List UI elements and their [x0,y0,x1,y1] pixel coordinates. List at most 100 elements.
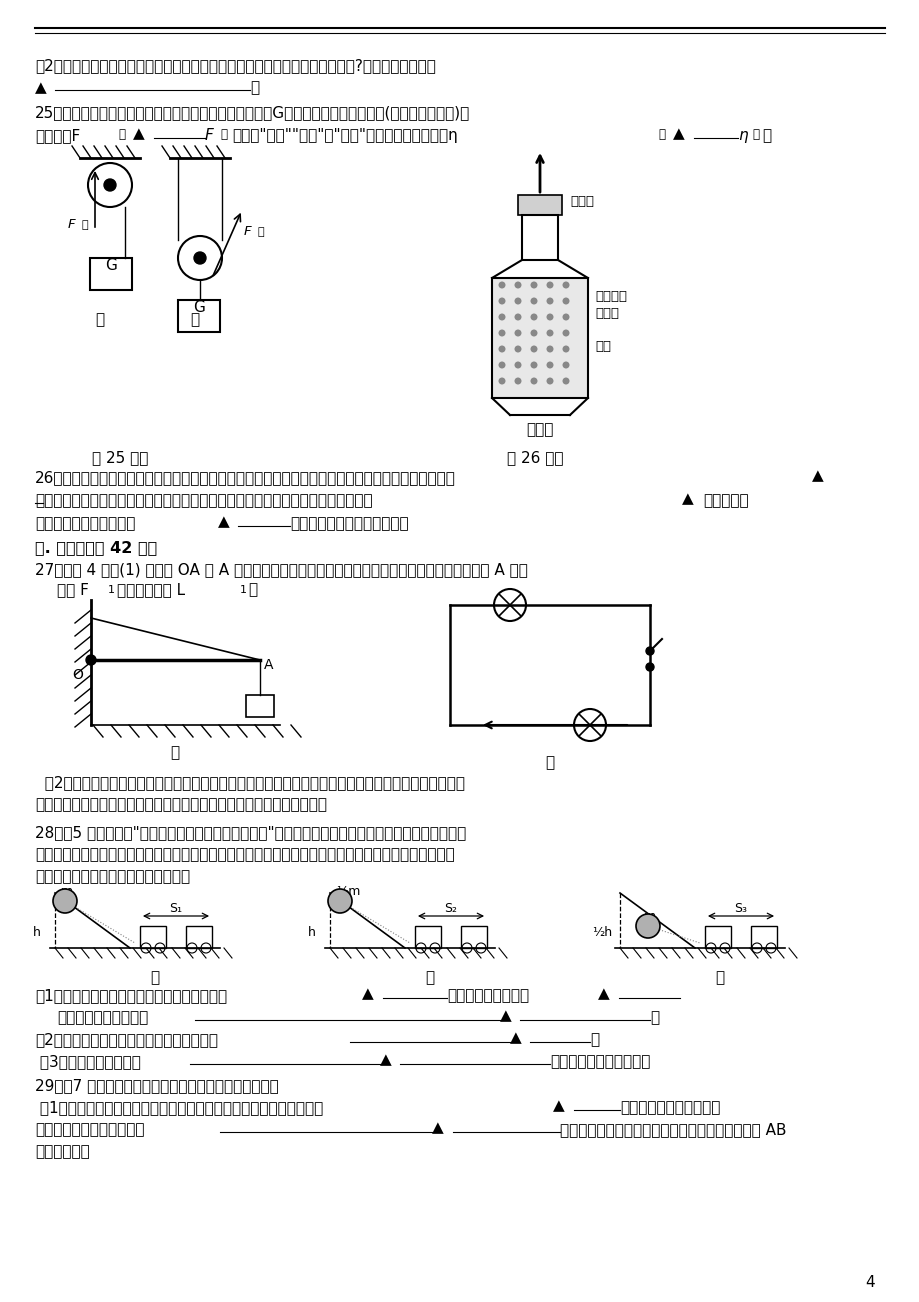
Text: G: G [193,299,205,315]
Circle shape [498,345,505,353]
Text: 。: 。 [248,582,256,598]
Text: 25．用两个完全相同的滑轮，分别以图中两种方式将重为G的物体匀速提升相同高度(绳重、摩擦不计)。: 25．用两个完全相同的滑轮，分别以图中两种方式将重为G的物体匀速提升相同高度(绳… [35,105,470,120]
Text: 27．（共 4 分）(1) 轻质杆 OA 的 A 端挂一重物，在绳子拉力作用下保持静止，请在图甲中画出绳对 A 点的: 27．（共 4 分）(1) 轻质杆 OA 的 A 端挂一重物，在绳子拉力作用下保… [35,562,528,577]
Circle shape [498,378,505,384]
Circle shape [530,362,537,368]
Text: 26．如图所示为生活中常用的热水瓶，其外壁采用镀银的双层玻璃，并将中间抽成真空，这是为了减少: 26．如图所示为生活中常用的热水瓶，其外壁采用镀银的双层玻璃，并将中间抽成真空，… [35,470,456,486]
Text: 乙: 乙 [545,755,554,769]
Text: ▲: ▲ [673,126,684,141]
Text: （3）该实验是通过观察: （3）该实验是通过观察 [35,1055,141,1069]
Circle shape [498,281,505,289]
Bar [521,215,558,260]
Text: 甲: 甲 [82,220,88,230]
Text: （写出一种可能）。排除故障后，用电压表测出了 AB: （写出一种可能）。排除故障后，用电压表测出了 AB [560,1122,786,1137]
Circle shape [498,329,505,336]
Text: 。注入一定量的热水后，立即盖上软木塞，软木塞会跳起来，这一过程中瓶内气体的: 。注入一定量的热水后，立即盖上软木塞，软木塞会跳起来，这一过程中瓶内气体的 [35,493,372,508]
Text: 所用拉力F: 所用拉力F [35,128,80,143]
Text: F: F [205,128,213,143]
Text: 缺的位置分别补画电池和电压表的符号，使之成为一个完整的串联电路。: 缺的位置分别补画电池和电压表的符号，使之成为一个完整的串联电路。 [35,797,326,812]
Text: 丙: 丙 [715,970,724,986]
Circle shape [645,647,653,655]
Circle shape [530,329,537,336]
Text: 热水瓶: 热水瓶 [526,422,553,437]
Text: η: η [737,128,747,143]
Circle shape [104,178,116,191]
Text: G: G [105,258,117,273]
Text: 乙: 乙 [425,970,434,986]
Text: （2）图乙是一个不完整的电路图，其中箭头所指的方向表示电路接通时的电流方向，请在图中的两个空: （2）图乙是一个不完整的电路图，其中箭头所指的方向表示电路接通时的电流方向，请在… [35,775,464,790]
Text: 乙: 乙 [190,312,199,327]
Text: （1）小明先按右图所示的电路图连接电路，在连接电路时，开关必须: （1）小明先按右图所示的电路图连接电路，在连接电路时，开关必须 [35,1100,323,1115]
Circle shape [562,378,569,384]
Circle shape [562,329,569,336]
Text: 乙: 乙 [257,227,265,237]
Circle shape [546,329,553,336]
Text: 第 25 题图: 第 25 题图 [92,450,148,465]
Circle shape [514,329,521,336]
Text: ▲: ▲ [218,514,230,529]
Circle shape [498,314,505,320]
Text: S₃: S₃ [733,902,746,915]
Circle shape [562,281,569,289]
Circle shape [546,281,553,289]
Circle shape [328,889,352,913]
Text: 。闭合开关后发现电压表: 。闭合开关后发现电压表 [619,1100,720,1115]
Text: 层玻璃: 层玻璃 [595,307,618,320]
Text: 第 26 题图: 第 26 题图 [506,450,562,465]
Text: A: A [264,658,273,672]
Text: 三. 解答题（共 42 分）: 三. 解答题（共 42 分） [35,540,157,555]
Text: （2）排球从高处落地后反弹的高度除了与释放的高度有关，还与哪些因素有关?请你写出一种猜想: （2）排球从高处落地后反弹的高度除了与释放的高度有关，还与哪些因素有关?请你写出… [35,59,436,73]
Bar [245,695,274,717]
Text: F: F [244,225,252,238]
Circle shape [562,362,569,368]
Text: （2）选用甲、丙两次实验可以得出的结论是: （2）选用甲、丙两次实验可以得出的结论是 [35,1032,218,1047]
Circle shape [562,297,569,305]
Bar [414,926,440,948]
Circle shape [645,663,653,671]
Text: ▲: ▲ [681,491,693,506]
Text: S₂: S₂ [444,902,457,915]
Text: 甲: 甲 [96,312,105,327]
Circle shape [562,345,569,353]
Bar [186,926,211,948]
Text: 两点的电压；: 两点的电压； [35,1144,90,1159]
Text: 拉力 F: 拉力 F [57,582,89,598]
Text: 软木塞: 软木塞 [570,195,594,208]
Circle shape [530,345,537,353]
Circle shape [546,297,553,305]
Circle shape [514,281,521,289]
Text: 28．（5 分）在探究"物体动能的大小与哪些因素有关"的实验中，小丽同学设计了如图所示甲、乙、丙: 28．（5 分）在探究"物体动能的大小与哪些因素有关"的实验中，小丽同学设计了如… [35,825,466,840]
Bar [517,195,562,215]
Circle shape [562,314,569,320]
Text: h: h [308,926,315,939]
Text: ▲: ▲ [499,1008,511,1023]
Circle shape [530,281,537,289]
Circle shape [514,345,521,353]
Circle shape [530,314,537,320]
Text: ▲: ▲ [380,1052,391,1068]
Text: 甲: 甲 [170,745,179,760]
Text: ▲: ▲ [35,79,47,95]
Circle shape [514,362,521,368]
Text: 。: 。 [589,1032,598,1047]
Bar [492,279,587,398]
Text: ▲: ▲ [597,986,609,1001]
Text: 1: 1 [108,585,115,595]
Circle shape [498,297,505,305]
Circle shape [530,378,537,384]
Bar [140,926,165,948]
Circle shape [530,297,537,305]
Text: 及对应的力臂 L: 及对应的力臂 L [117,582,185,598]
Text: 来比较铁球动能的大小。: 来比较铁球动能的大小。 [550,1055,650,1069]
Circle shape [546,362,553,368]
Text: （选填"大于""等于"或"小于"）；两轮的机械效率η: （选填"大于""等于"或"小于"）；两轮的机械效率η [232,128,458,143]
Text: 1: 1 [240,585,246,595]
Circle shape [498,362,505,368]
Text: 甲: 甲 [118,128,125,141]
Bar [704,926,731,948]
Text: ▲: ▲ [509,1030,521,1046]
Text: 乙: 乙 [751,128,758,141]
Text: 在水平面上共同移动一段距离后静止。: 在水平面上共同移动一段距离后静止。 [35,868,190,884]
Text: ▲: ▲ [552,1098,564,1113]
Text: ▲: ▲ [361,986,373,1001]
